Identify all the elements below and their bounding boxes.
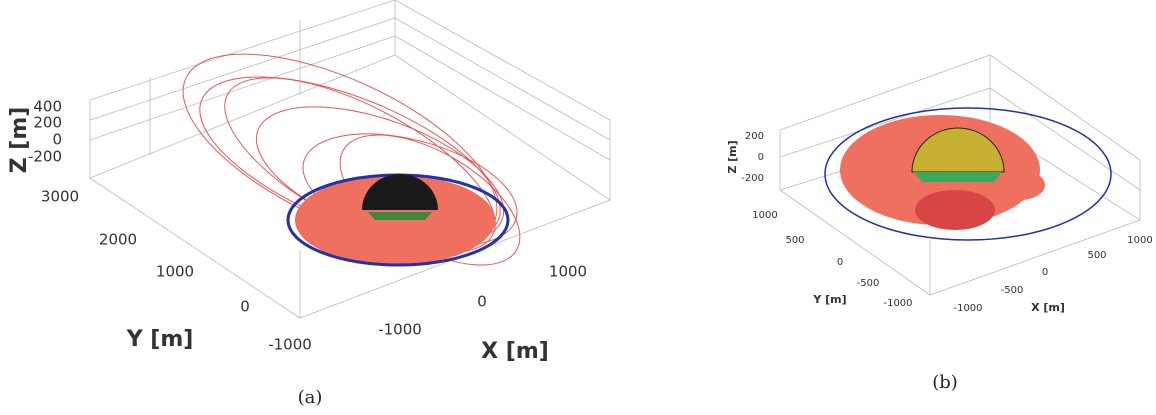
y-axis-label: Y [m]: [126, 327, 194, 352]
y-tick-label: 0: [837, 257, 843, 268]
z-tick-label: 200: [745, 131, 764, 142]
y-tick-label: 1000: [156, 263, 194, 281]
y-axis-label: Y [m]: [812, 293, 846, 306]
x-tick-label: -500: [1001, 285, 1024, 296]
z-tick-label: -200: [741, 173, 764, 184]
z-axis-label: Z [m]: [726, 140, 739, 173]
z-tick-label: 200: [33, 114, 62, 132]
x-tick-label: 1000: [1127, 235, 1152, 246]
caption: (a): [298, 387, 323, 408]
y-tick-label: 1000: [752, 210, 777, 221]
panel-b-dome-base: [914, 172, 1002, 182]
y-tick-label: -1000: [268, 336, 312, 354]
y-tick-label: 0: [240, 298, 250, 316]
x-tick-label: 0: [1042, 267, 1048, 278]
z-axis-label: Z [m]: [7, 107, 32, 174]
x-axis-label: X [m]: [1031, 301, 1065, 314]
x-tick-label: -1000: [378, 321, 422, 339]
y-tick-label: 2000: [99, 231, 137, 249]
z-tick-label: -200: [28, 148, 62, 166]
figure: -1000010003000200010000-10004002000-200X…: [0, 0, 1156, 415]
x-axis-label: X [m]: [481, 339, 549, 364]
x-tick-label: 0: [477, 293, 487, 311]
y-tick-label: 500: [785, 235, 804, 246]
caption: (b): [932, 372, 958, 393]
z-tick-label: 0: [758, 152, 764, 163]
x-tick-label: 500: [1087, 250, 1106, 261]
y-tick-label: 3000: [41, 188, 79, 206]
x-tick-label: -1000: [953, 303, 982, 314]
x-tick-label: 1000: [549, 263, 587, 281]
panel-a-dome-base: [368, 212, 432, 220]
y-tick-label: -1000: [883, 298, 912, 309]
y-tick-label: -500: [857, 278, 880, 289]
z-tick-label: 0: [52, 131, 62, 149]
